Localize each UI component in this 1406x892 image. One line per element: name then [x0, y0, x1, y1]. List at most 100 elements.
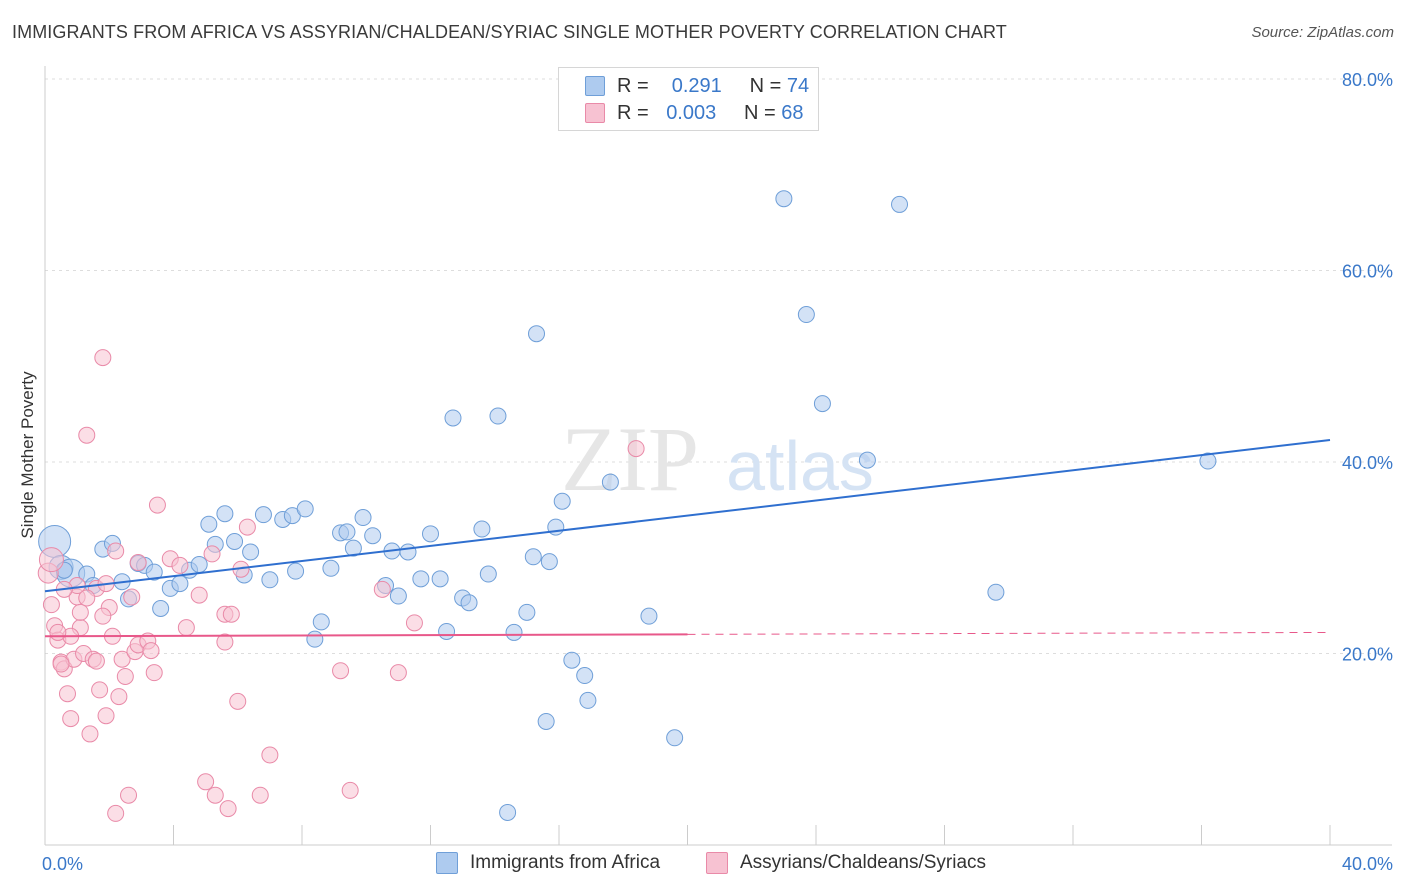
- trend-line-africa: [44, 438, 1331, 593]
- point-assyrian: [261, 746, 279, 764]
- point-africa: [338, 523, 356, 541]
- point-africa: [171, 575, 189, 593]
- legend-r-value: 0.003: [666, 101, 717, 124]
- point-assyrian: [219, 800, 237, 818]
- watermark-atlas: atlas: [726, 427, 874, 505]
- point-africa: [499, 803, 517, 821]
- point-assyrian: [206, 786, 224, 804]
- point-africa: [640, 607, 658, 625]
- point-assyrian: [91, 681, 109, 699]
- point-africa: [312, 613, 330, 631]
- points-layer: [37, 190, 1217, 822]
- point-africa: [460, 594, 478, 612]
- legend-swatch-africa: [585, 76, 605, 96]
- point-assyrian: [222, 605, 240, 623]
- point-africa: [399, 543, 417, 561]
- point-assyrian: [373, 580, 391, 598]
- point-assyrian: [120, 786, 138, 804]
- y-tick-label: 60.0%: [1342, 262, 1393, 282]
- point-africa: [576, 667, 594, 685]
- point-assyrian: [203, 545, 221, 563]
- point-assyrian: [58, 685, 76, 703]
- trend-line-assyrian-extension: [687, 631, 1331, 635]
- point-assyrian: [78, 589, 96, 607]
- point-assyrian: [123, 588, 141, 606]
- point-africa: [537, 712, 555, 730]
- bottom-legend-swatch-africa: [436, 852, 458, 874]
- point-africa: [364, 527, 382, 545]
- point-assyrian: [332, 662, 350, 680]
- point-africa: [505, 623, 523, 641]
- chart-source: Source: ZipAtlas.com: [1251, 24, 1394, 41]
- point-africa: [813, 395, 831, 413]
- point-assyrian: [49, 623, 67, 641]
- point-africa: [226, 532, 244, 550]
- point-africa: [775, 190, 793, 208]
- y-tick-label: 40.0%: [1342, 453, 1393, 473]
- point-africa: [344, 539, 362, 557]
- bottom-legend-swatch-assyrian: [706, 852, 728, 874]
- point-africa: [322, 559, 340, 577]
- point-assyrian: [142, 642, 160, 660]
- point-africa: [389, 587, 407, 605]
- legend-n-label: N =: [744, 101, 776, 124]
- point-africa: [242, 543, 260, 561]
- tick-labels: 20.0% 40.0% 60.0% 80.0% 0.0% 40.0%: [42, 70, 1393, 874]
- point-assyrian: [113, 650, 131, 668]
- point-africa: [666, 729, 684, 747]
- legend-swatch-assyrian: [585, 103, 605, 123]
- point-africa: [438, 622, 456, 640]
- point-africa: [216, 505, 234, 523]
- point-assyrian: [145, 664, 163, 682]
- point-assyrian: [116, 667, 134, 685]
- point-africa: [287, 562, 305, 580]
- point-africa: [553, 492, 571, 510]
- point-africa: [479, 565, 497, 583]
- point-africa: [306, 630, 324, 648]
- legend: R = 0.291 N = 74 R = 0.003 N = 68: [558, 67, 819, 131]
- bottom-legend-assyrian: Assyrians/Chaldeans/Syriacs: [706, 852, 986, 874]
- point-africa: [797, 306, 815, 324]
- point-africa: [431, 570, 449, 588]
- point-africa: [200, 515, 218, 533]
- x-tick-label: 0.0%: [42, 854, 83, 874]
- legend-row-africa: R = 0.291 N = 74: [585, 74, 809, 98]
- point-assyrian: [197, 773, 215, 791]
- trend-layer: [44, 438, 1331, 638]
- point-africa: [1199, 452, 1217, 470]
- point-assyrian: [87, 652, 105, 670]
- point-africa: [152, 599, 170, 617]
- point-africa: [444, 409, 462, 427]
- point-africa: [987, 583, 1005, 601]
- point-assyrian: [190, 586, 208, 604]
- bottom-legend-label-assyrian: Assyrians/Chaldeans/Syriacs: [740, 852, 987, 873]
- point-assyrian: [71, 603, 89, 621]
- point-assyrian: [52, 655, 70, 673]
- x-tick-label: 40.0%: [1342, 854, 1393, 874]
- point-assyrian: [107, 542, 125, 560]
- point-africa: [518, 603, 536, 621]
- point-africa: [190, 555, 208, 573]
- watermark-zip: ZIP: [561, 408, 699, 510]
- point-africa: [579, 691, 597, 709]
- grid-layer: [45, 78, 1392, 654]
- trend-line-assyrian: [44, 633, 688, 638]
- y-tick-label: 80.0%: [1342, 70, 1393, 90]
- point-africa: [261, 571, 279, 589]
- point-assyrian: [94, 607, 112, 625]
- legend-row-assyrian: R = 0.003 N = 68: [585, 101, 804, 125]
- point-assyrian: [42, 596, 60, 614]
- legend-r-label: R =: [617, 74, 649, 97]
- point-assyrian: [148, 496, 166, 514]
- legend-r-value: 0.291: [671, 74, 722, 97]
- y-tick-label: 20.0%: [1342, 645, 1393, 665]
- point-africa: [354, 509, 372, 527]
- point-assyrian: [107, 804, 125, 822]
- bottom-legend-label-africa: Immigrants from Africa: [470, 852, 661, 873]
- point-assyrian: [389, 664, 407, 682]
- point-africa: [528, 325, 546, 343]
- y-axis-label: Single Mother Poverty: [18, 371, 37, 539]
- point-assyrian: [94, 349, 112, 367]
- legend-n-value: 68: [781, 101, 804, 124]
